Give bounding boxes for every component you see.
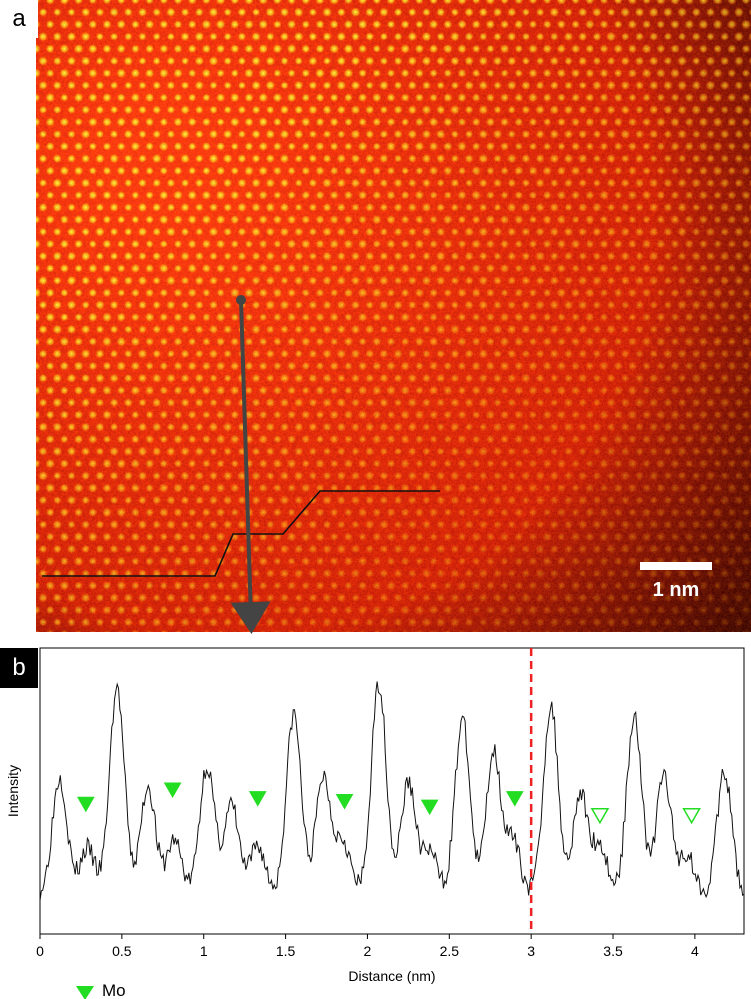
intensity-profile-line — [39, 681, 745, 901]
boundary-step-line — [42, 490, 440, 577]
line-profile-arrow — [230, 299, 271, 634]
legend-mo-label: Mo — [102, 981, 126, 999]
mo-marker-open — [682, 807, 701, 825]
x-tick-label: 4 — [691, 943, 699, 959]
panel-b-label: b — [0, 648, 38, 688]
profile-curve-group — [39, 648, 745, 934]
mo-markers — [76, 782, 701, 825]
x-tick-label: 3 — [527, 943, 535, 959]
mo-marker-open — [590, 807, 610, 825]
x-axis-label: Distance (nm) — [348, 968, 435, 984]
mo-marker-filled — [76, 796, 95, 813]
mo-marker-filled — [420, 799, 439, 816]
intensity-profile-chart: 0 0.5 1 1.5 2 2.5 3 3.5 4 Distance (nm) Intensit… — [5, 647, 745, 999]
x-tick-label: 1.5 — [276, 943, 296, 959]
panel-a-label: a — [0, 0, 38, 38]
stem-overlay: 1 nm — [42, 295, 712, 634]
stem-image-panel: 1 nm a — [0, 0, 751, 634]
mo-marker-filled — [335, 793, 354, 810]
x-tick-label: 0 — [36, 943, 44, 959]
y-axis-label: Intensity — [5, 765, 21, 817]
scale-bar-label: 1 nm — [653, 579, 700, 601]
x-axis-ticks: 0 0.5 1 1.5 2 2.5 3 3.5 4 — [36, 934, 699, 959]
stem-image — [36, 0, 751, 632]
x-tick-label: 1 — [200, 943, 208, 959]
x-tick-label: 0.5 — [112, 943, 132, 959]
legend-mo-marker — [76, 986, 94, 999]
mo-marker-filled — [505, 791, 524, 807]
mo-marker-filled — [163, 782, 182, 799]
scale-bar — [640, 562, 712, 570]
mo-marker-filled — [248, 791, 267, 807]
x-tick-label: 2 — [364, 943, 372, 959]
plot-frame — [39, 647, 745, 935]
x-tick-label: 3.5 — [603, 943, 623, 959]
x-tick-label: 2.5 — [440, 943, 460, 959]
